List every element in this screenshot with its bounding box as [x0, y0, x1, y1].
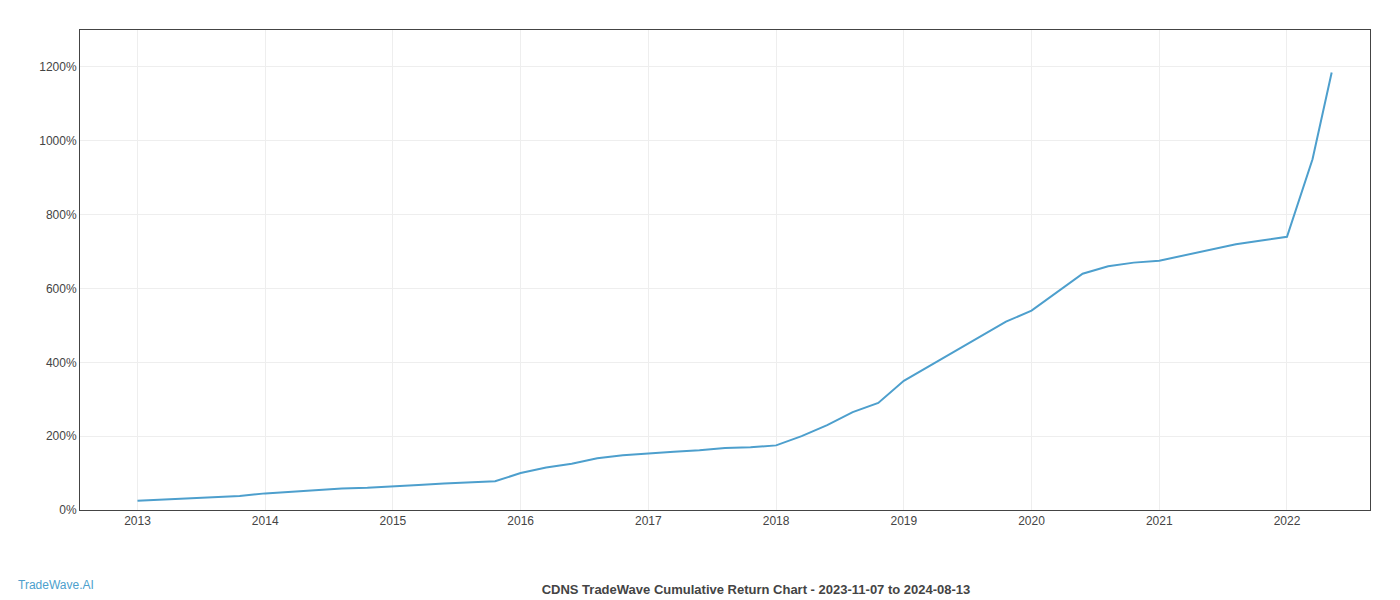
svg-text:2014: 2014 — [252, 514, 279, 528]
svg-text:400%: 400% — [46, 356, 77, 370]
svg-text:200%: 200% — [46, 429, 77, 443]
svg-text:2022: 2022 — [1274, 514, 1301, 528]
svg-text:1000%: 1000% — [39, 134, 77, 148]
svg-text:2021: 2021 — [1146, 514, 1173, 528]
svg-text:2018: 2018 — [763, 514, 790, 528]
svg-text:CDNS TradeWave Cumulative Retu: CDNS TradeWave Cumulative Return Chart -… — [542, 582, 971, 597]
svg-text:2015: 2015 — [380, 514, 407, 528]
svg-text:800%: 800% — [46, 208, 77, 222]
svg-text:0%: 0% — [59, 503, 77, 517]
svg-text:2017: 2017 — [635, 514, 662, 528]
svg-text:2020: 2020 — [1018, 514, 1045, 528]
svg-text:2019: 2019 — [890, 514, 917, 528]
svg-text:2013: 2013 — [124, 514, 151, 528]
svg-text:2016: 2016 — [507, 514, 534, 528]
svg-text:600%: 600% — [46, 282, 77, 296]
svg-text:TradeWave.AI: TradeWave.AI — [18, 578, 94, 592]
svg-text:1200%: 1200% — [39, 60, 77, 74]
